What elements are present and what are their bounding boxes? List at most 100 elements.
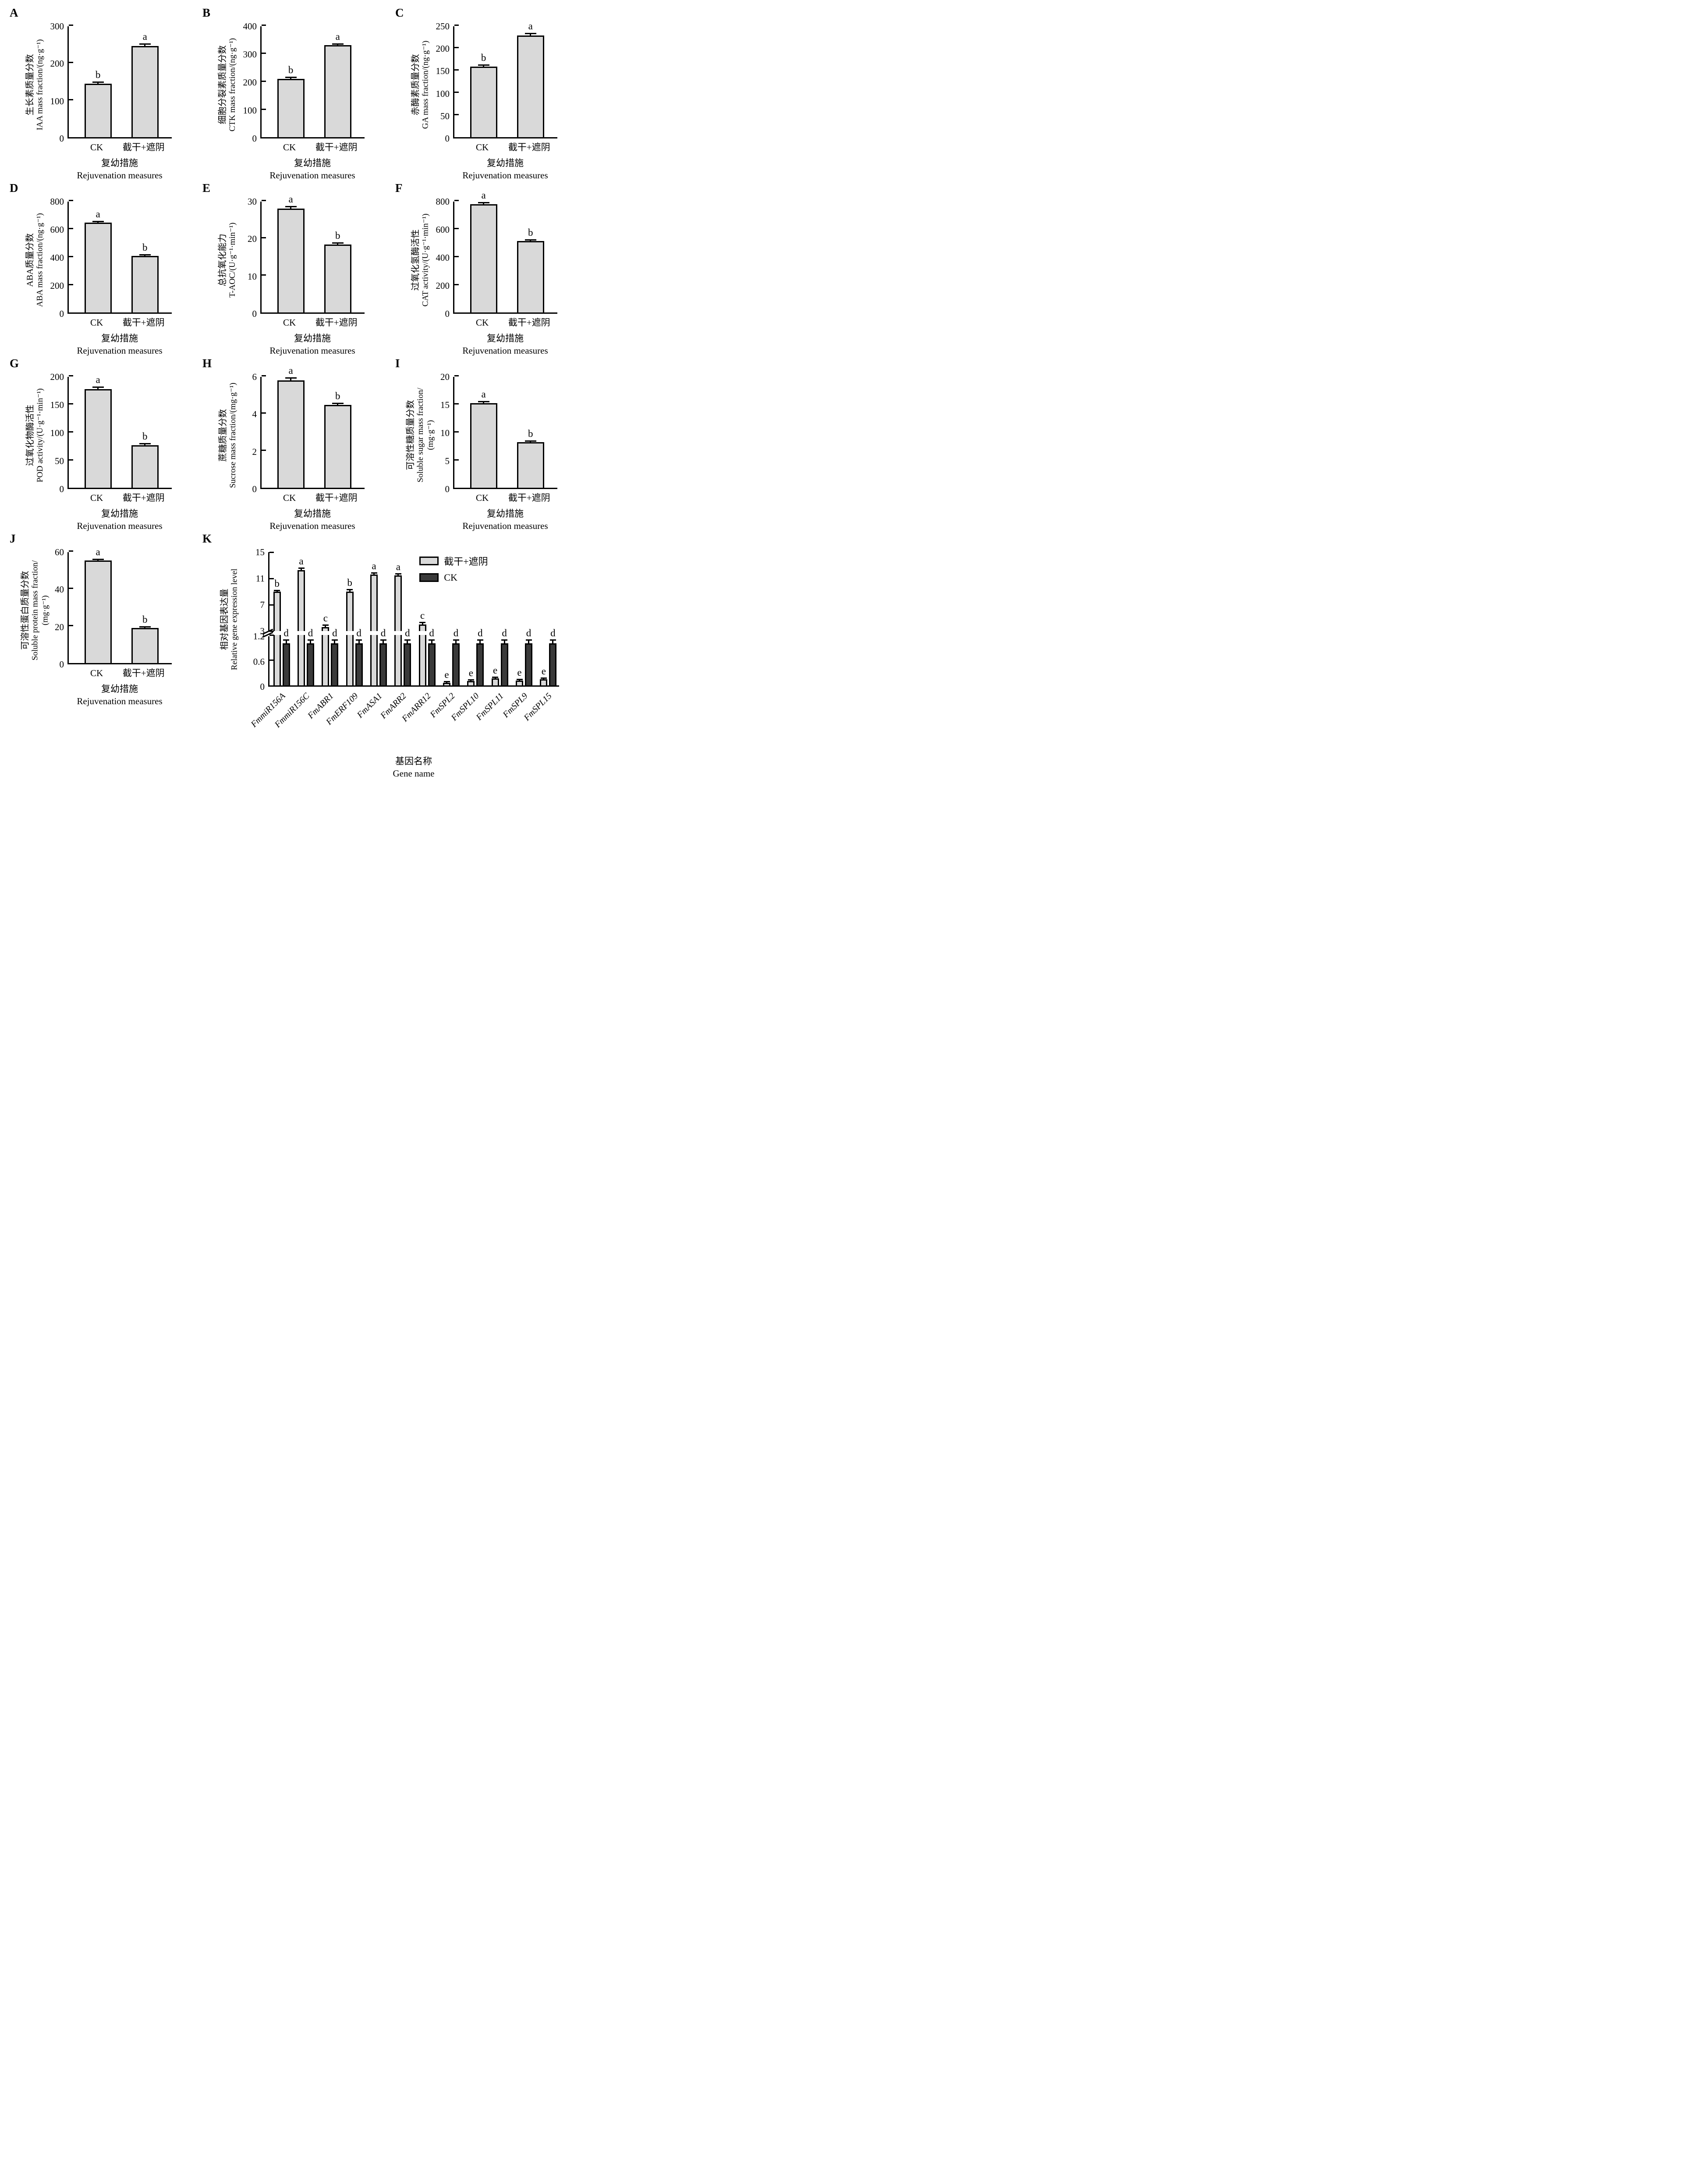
sig-letter: b (335, 390, 340, 401)
error-bar (97, 82, 99, 84)
y-tick-label: 10 (248, 271, 257, 282)
error-bar (397, 574, 399, 575)
bar-ck (84, 223, 112, 312)
error-bar-cap (332, 242, 344, 244)
error-bar (552, 640, 554, 644)
sig-letter: b (528, 227, 533, 238)
error-bar (483, 65, 485, 67)
bar-treatment-upper (298, 570, 305, 631)
y-tick-label: 0 (252, 133, 257, 144)
bar-treatment (324, 244, 351, 312)
y-axis-label-en: IAA mass fraction/(ng·g⁻¹) (35, 39, 45, 130)
sig-letter: b (528, 428, 533, 440)
y-tick-label: 0 (260, 681, 265, 692)
x-axis-title-en: Rejuvenation measures (462, 170, 548, 181)
y-tick (69, 625, 73, 627)
y-tick-label: 200 (50, 58, 64, 69)
bar-treatment (491, 678, 499, 685)
y-tick (69, 99, 73, 101)
error-bar (530, 34, 532, 35)
error-bar-cap (395, 573, 401, 575)
error-bar-cap (322, 624, 329, 626)
sig-letter: b (288, 64, 294, 76)
y-tick-label: 30 (248, 196, 257, 207)
y-tick (69, 227, 73, 229)
legend-label: CK (444, 572, 457, 583)
y-tick (454, 227, 459, 229)
y-axis-label-en: Soluble sugar mass fraction/ (416, 388, 425, 482)
sig-letter: d (526, 628, 532, 639)
x-category-label: 截干+遮阴 (508, 493, 550, 503)
error-bar-cap (478, 401, 489, 402)
bar-ck (404, 643, 411, 685)
panel-i: I 可溶性糖质量分数 Soluble sugar mass fraction/(mg… (394, 357, 587, 532)
y-tick (269, 660, 274, 661)
error-bar (276, 590, 278, 592)
sig-letter: b (142, 614, 148, 625)
sig-letter: a (96, 374, 100, 385)
legend-swatch-light (419, 557, 439, 565)
error-bar (470, 680, 472, 681)
error-bar (144, 255, 146, 256)
y-tick (269, 630, 274, 632)
error-bar (455, 640, 457, 644)
sig-letter: a (528, 21, 533, 32)
y-axis-label: 可溶性蛋白质量分数 Soluble protein mass fraction/(… (9, 547, 61, 674)
error-bar-cap (524, 440, 536, 442)
y-tick-label: 800 (50, 196, 64, 207)
bar-treatment-upper (394, 575, 402, 631)
y-tick-label: 40 (55, 584, 64, 595)
y-axis-label-zh: 生长素质量分数 (25, 54, 35, 115)
y-tick-label: 100 (436, 88, 450, 99)
sig-letter: d (478, 628, 483, 639)
error-bar (337, 44, 339, 46)
error-bar (144, 444, 146, 445)
sig-letter: e (517, 667, 522, 678)
error-bar-cap (516, 679, 523, 681)
bar-treatment (517, 241, 544, 312)
y-tick-label: 400 (243, 21, 257, 32)
error-bar (310, 640, 311, 644)
panel-k: K 相对基因表达量 Relative gene expression level b a… (202, 532, 587, 795)
bar-treatment (131, 46, 159, 137)
error-bar (373, 573, 375, 575)
sig-letter: a (481, 190, 486, 201)
x-category-label: 截干+遮阴 (315, 142, 358, 152)
error-bar-cap (356, 639, 362, 641)
sig-letter: d (283, 628, 289, 639)
error-bar (422, 623, 423, 624)
error-bar (337, 404, 339, 405)
y-tick (69, 24, 73, 26)
sig-letter: d (332, 628, 337, 639)
sig-letter: d (405, 628, 410, 639)
plot-area-upper: b a c b a a c (268, 551, 559, 632)
error-bar-cap (139, 626, 151, 628)
error-bar (290, 206, 292, 209)
y-axis-label-text: 蔗糖质量分数 Sucrose mass fraction/(mg·g⁻¹) (218, 383, 238, 488)
x-axis-title-en: Gene name (393, 768, 435, 779)
sig-letter: c (323, 613, 328, 624)
error-bar (446, 682, 447, 683)
x-axis-title-zh: 复幼措施 (294, 158, 331, 168)
y-tick (454, 46, 459, 48)
error-bar-cap (332, 43, 344, 45)
sig-letter: b (347, 577, 352, 588)
y-tick (454, 69, 459, 71)
sig-letter: a (299, 555, 304, 567)
bar-ck (331, 643, 339, 685)
y-tick-label: 50 (440, 110, 450, 121)
y-tick-label: 0 (445, 309, 450, 319)
bar-treatment-lower (394, 635, 402, 685)
y-tick-label: 400 (436, 252, 450, 263)
bar-treatment (324, 405, 351, 488)
bar-treatment-lower (346, 635, 354, 685)
y-tick-label: 3 (260, 626, 265, 636)
error-bar (383, 640, 384, 644)
y-tick-label: 0 (445, 133, 450, 144)
plot-area-lower: d d d d d d d e d e d e d e d e d (268, 628, 559, 687)
bar-treatment-lower (370, 635, 378, 685)
y-tick (262, 52, 266, 54)
y-tick-label: 15 (255, 547, 265, 557)
